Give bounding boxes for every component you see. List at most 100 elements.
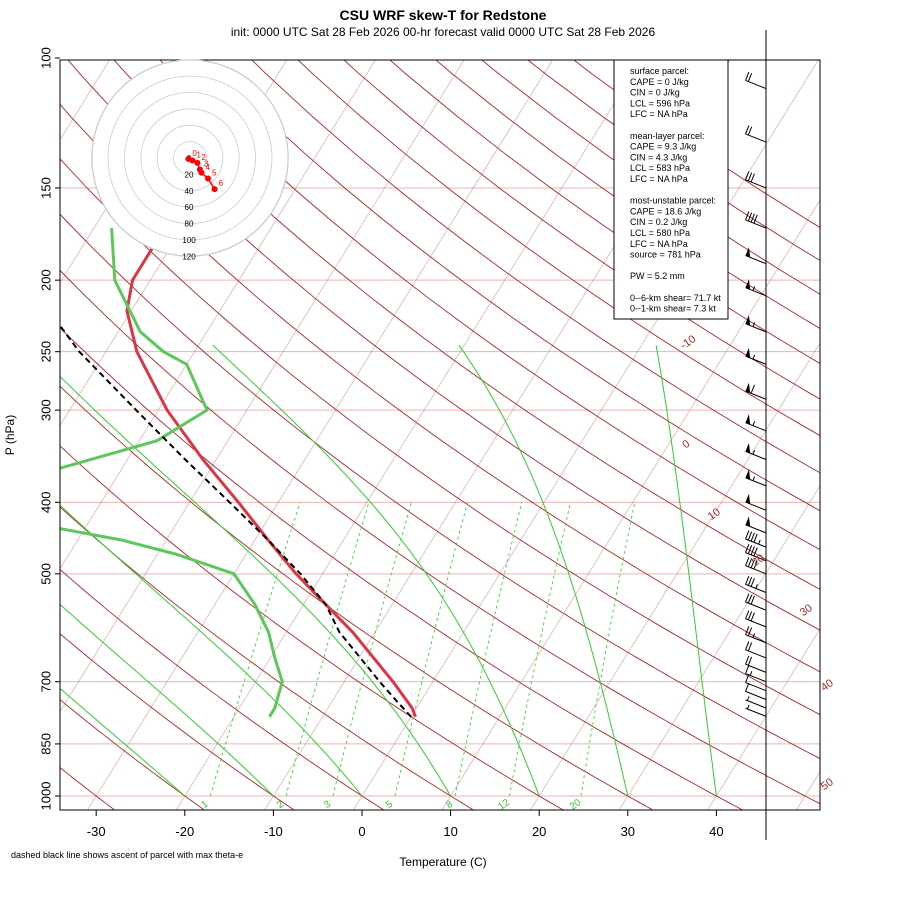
p-tick-label: 1000 [38,782,53,811]
wind-barb-half [746,696,750,701]
p-tick-label: 300 [38,399,53,421]
wind-barb-shaft [745,690,767,700]
wind-barb-full [745,610,750,619]
isotherm-label: 30 [798,602,815,619]
mixing-ratio-line [454,502,523,797]
legend-line: source = 781 hPa [630,250,701,260]
wind-barb-shaft [745,601,767,611]
wind-barb-full [745,211,750,221]
wind-barb-shaft [745,618,767,628]
mixing-ratio-label: 2 [275,799,286,811]
wind-barb-full [747,545,753,554]
wind-barb-half [755,584,758,589]
wind-barb-full [745,641,750,650]
wind-barb-flag [745,414,751,425]
mixing-ratio-label: 5 [384,799,395,811]
wind-barb-full [750,595,755,605]
wind-barb [745,575,767,593]
wind-barb-half [752,633,756,638]
grid-layer: 1 2 3 5 8 12 20 [60,24,900,811]
wind-barb-full [745,171,750,181]
x-tick-label: -30 [87,824,106,839]
wind-barb-full [747,642,753,652]
isotherm-label: 10 [706,506,723,523]
wind-barb-full [747,576,753,586]
wind-barb [745,171,767,189]
isotherm-label: 50 [819,776,836,793]
legend-line: LCL = 596 hPa [630,98,690,108]
wind-barb-full [747,172,753,182]
wind-barb-shaft [745,79,767,90]
hodograph-ring [173,141,207,175]
wind-barb-shaft [745,565,767,575]
wind-barb [745,626,767,644]
wind-barb-flag [745,516,751,527]
wind-barb-full [745,682,750,692]
p-tick-label: 150 [38,177,53,199]
mixing-ratio-line [209,502,301,797]
hodograph-point-label: 5 [212,169,217,178]
wind-barb-shaft [745,552,767,562]
isotherm-label: 0 [680,438,692,451]
wind-barb-full [747,212,753,222]
legend-line: LFC = NA hPa [630,109,688,119]
wind-barb-full [750,559,755,569]
mixing-ratio-label: 3 [322,799,333,811]
hodograph-ring-label: 120 [182,252,196,261]
wind-barb-flag [745,315,751,326]
wind-barb-shaft [745,219,767,229]
legend-line: 0--6-km shear= 71.7 kt [630,293,721,303]
wind-barb-half [746,704,750,710]
wind-barb-full [745,530,750,540]
wind-barb [745,211,767,229]
moist-adiabat [212,344,540,797]
dry-adiabat [60,269,820,805]
wind-barb-full [745,575,750,585]
mixing-ratio-line [580,502,636,797]
hodograph-point [189,157,196,164]
legend-line: LCL = 583 hPa [630,163,690,173]
mixing-ratio-line [509,502,571,797]
wind-barb [745,493,767,511]
dry-adiabat [343,60,820,400]
wind-barb-flag [745,469,751,480]
wind-barb-full [745,71,750,81]
hodograph-point [205,175,212,182]
isotherm-line [618,485,820,810]
parcel-line [60,324,412,718]
wind-barb-full [753,214,758,224]
wind-barb-flag [745,443,751,454]
hodograph-point [194,159,201,166]
p-tick-label: 200 [38,269,53,291]
p-tick-label: 700 [38,671,53,693]
dry-adiabat [60,568,385,810]
dry-adiabat [60,213,820,760]
wind-barb-shaft [745,649,767,659]
hodograph-point-label: 0 [192,149,197,158]
dewpoint-line [60,228,284,718]
hodograph-ring [156,124,224,192]
p-tick-label: 250 [38,341,53,363]
wind-barb-full [745,674,750,683]
wind-barb-full [747,558,753,567]
isotherm-line [884,24,900,811]
wind-barb [745,247,767,265]
wind-barb-shaft [745,450,767,460]
dry-adiabat [60,445,565,810]
legend-line: LFC = NA hPa [630,239,688,249]
legend-box [613,59,729,320]
dry-adiabat [60,385,654,810]
isotherm-label: 40 [819,677,836,694]
legend-line: surface parcel: [630,66,689,76]
legend-line: CAPE = 9.3 J/kg [630,142,696,152]
hodograph-point-label: 2 [201,153,206,162]
wind-barb-full [750,532,755,542]
legend-line: CIN = 0 J/kg [630,88,680,98]
isotherm-line [60,60,465,713]
hodograph-ring-label: 100 [182,236,196,245]
hodograph-ring-label: 60 [185,203,194,212]
wind-barb [745,469,767,487]
